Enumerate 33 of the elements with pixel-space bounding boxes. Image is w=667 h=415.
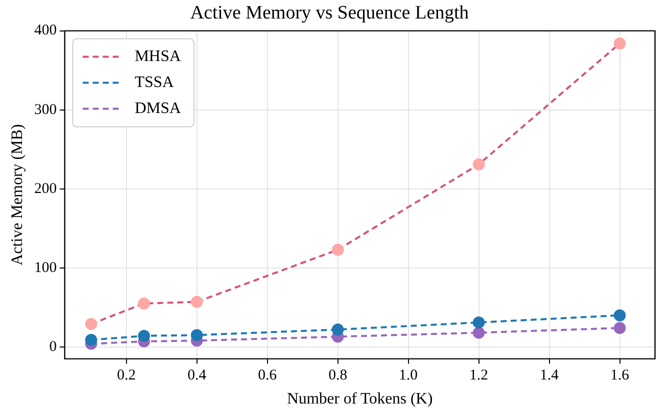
x-tick-label: 1.4 [540,368,560,384]
point [138,297,150,310]
y-tick-label: 400 [34,22,57,39]
x-tick-label: 1.6 [610,368,630,384]
point [332,244,344,256]
x-tick-label: 1.2 [469,368,488,384]
point [472,326,485,339]
point [190,296,203,308]
point [85,334,98,346]
x-tick-label: 0.6 [258,368,278,384]
point [614,309,626,322]
point [138,330,150,342]
y-tick-label: 300 [34,102,57,118]
y-tick-label: 200 [34,180,57,197]
x-tick-label: 0.2 [117,368,136,384]
y-tick-label: 100 [34,260,57,276]
point [190,329,203,342]
x-tick-label: 1.0 [398,368,418,384]
x-axis-title: Number of Tokens (K) [287,390,433,408]
legend-label: MHSA [134,48,182,66]
y-tick-label: 0 [49,338,57,355]
point [614,37,626,50]
chart-title: Active Memory vs Sequence Length [190,2,470,24]
legend-label: TSSA [134,74,174,92]
point [332,324,344,336]
x-tick-label: 0.8 [328,368,348,384]
point [614,322,626,334]
x-tick-label: 0.4 [187,368,207,384]
point [85,318,98,330]
y-axis-title: Active Memory (MB) [8,124,26,266]
legend-label: DMSA [134,100,182,118]
point [472,316,485,328]
point [472,158,485,170]
